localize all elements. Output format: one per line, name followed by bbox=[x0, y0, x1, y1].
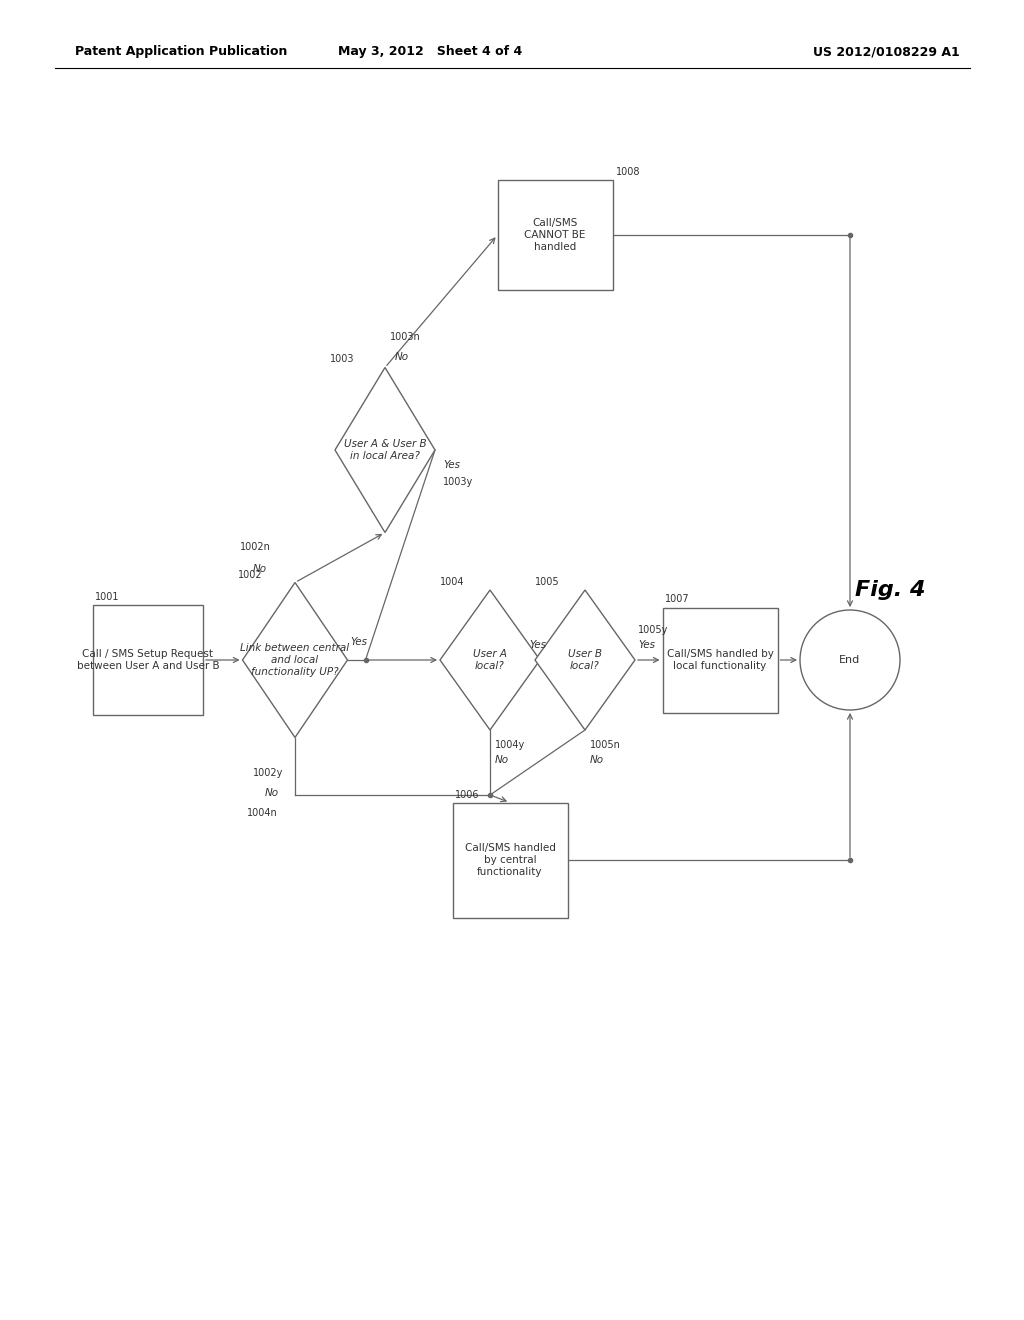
Text: Call / SMS Setup Request
between User A and User B: Call / SMS Setup Request between User A … bbox=[77, 649, 219, 671]
Text: User B
local?: User B local? bbox=[568, 649, 602, 671]
Text: User A
local?: User A local? bbox=[473, 649, 507, 671]
Text: No: No bbox=[265, 788, 280, 797]
Text: User A & User B
in local Area?: User A & User B in local Area? bbox=[344, 440, 426, 461]
Text: No: No bbox=[590, 755, 604, 766]
Circle shape bbox=[800, 610, 900, 710]
Text: 1002n: 1002n bbox=[240, 543, 271, 553]
Text: Call/SMS handled
by central
functionality: Call/SMS handled by central functionalit… bbox=[465, 843, 555, 876]
Text: No: No bbox=[253, 565, 267, 574]
FancyBboxPatch shape bbox=[663, 607, 777, 713]
Polygon shape bbox=[243, 582, 347, 738]
Polygon shape bbox=[440, 590, 540, 730]
FancyBboxPatch shape bbox=[498, 180, 612, 290]
Text: Fig. 4: Fig. 4 bbox=[855, 579, 926, 601]
FancyBboxPatch shape bbox=[453, 803, 567, 917]
Polygon shape bbox=[335, 367, 435, 532]
Text: 1004n: 1004n bbox=[247, 808, 278, 817]
Text: 1003y: 1003y bbox=[443, 477, 473, 487]
Text: 1002: 1002 bbox=[238, 569, 262, 579]
Text: Yes: Yes bbox=[638, 640, 655, 649]
Text: 1004: 1004 bbox=[440, 577, 465, 587]
Text: 1007: 1007 bbox=[665, 594, 689, 605]
Polygon shape bbox=[535, 590, 635, 730]
Text: Call/SMS handled by
local functionality: Call/SMS handled by local functionality bbox=[667, 649, 773, 671]
Text: Call/SMS
CANNOT BE
handled: Call/SMS CANNOT BE handled bbox=[524, 218, 586, 252]
Text: Link between central
and local
functionality UP?: Link between central and local functiona… bbox=[241, 643, 349, 677]
Text: 1008: 1008 bbox=[615, 168, 640, 177]
Text: No: No bbox=[395, 352, 410, 363]
Text: 1006: 1006 bbox=[455, 789, 479, 800]
Text: May 3, 2012   Sheet 4 of 4: May 3, 2012 Sheet 4 of 4 bbox=[338, 45, 522, 58]
Text: No: No bbox=[495, 755, 509, 766]
Text: 1005n: 1005n bbox=[590, 741, 621, 750]
Text: Yes: Yes bbox=[443, 459, 460, 470]
Text: 1003: 1003 bbox=[330, 355, 354, 364]
Text: Patent Application Publication: Patent Application Publication bbox=[75, 45, 288, 58]
Text: 1001: 1001 bbox=[95, 591, 120, 602]
Text: 1003n: 1003n bbox=[390, 333, 421, 342]
Text: End: End bbox=[840, 655, 860, 665]
Text: Yes: Yes bbox=[350, 638, 368, 647]
Text: US 2012/0108229 A1: US 2012/0108229 A1 bbox=[813, 45, 961, 58]
Text: 1005: 1005 bbox=[535, 577, 560, 587]
Text: 1002y: 1002y bbox=[253, 767, 284, 777]
Text: 1004y: 1004y bbox=[495, 741, 525, 750]
FancyBboxPatch shape bbox=[93, 605, 203, 715]
Text: Yes: Yes bbox=[529, 640, 546, 649]
Text: 1005y: 1005y bbox=[638, 624, 669, 635]
